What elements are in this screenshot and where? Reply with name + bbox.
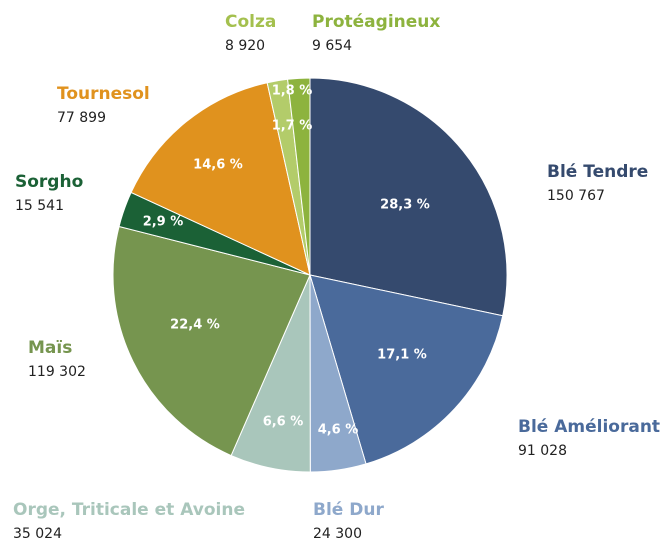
category-label: Protéagineux [312,12,440,32]
percent-label: 4,6 % [318,423,359,438]
pie-slice [309,77,508,317]
value-label: 77 899 [57,110,106,126]
percent-label: 17,1 % [377,348,427,363]
value-label: 119 302 [28,364,86,380]
value-label: 8 920 [225,38,265,54]
percent-label: 28,3 % [380,198,430,213]
percent-label: 2,9 % [143,215,184,230]
pie-slice [112,225,311,457]
category-label: Colza [225,12,276,32]
percent-label: 6,6 % [263,415,304,430]
category-label: Tournesol [57,84,150,104]
pie-slice [130,82,311,276]
category-label: Sorgho [15,172,83,192]
value-label: 91 028 [518,443,567,459]
value-label: 24 300 [313,526,362,540]
value-label: 150 767 [547,188,605,204]
value-label: 35 024 [13,526,62,540]
percent-label: 1,7 % [272,119,313,134]
category-label: Maïs [28,338,72,358]
category-label: Blé Dur [313,500,384,520]
category-label: Blé Améliorant [518,417,660,437]
value-label: 15 541 [15,198,64,214]
pie-slice [287,77,311,276]
value-label: 9 654 [312,38,352,54]
percent-label: 22,4 % [170,318,220,333]
percent-label: 14,6 % [193,158,243,173]
category-label: Orge, Triticale et Avoine [13,500,245,520]
category-label: Blé Tendre [547,162,648,182]
percent-label: 1,8 % [272,84,313,99]
pie-slice [309,274,504,465]
